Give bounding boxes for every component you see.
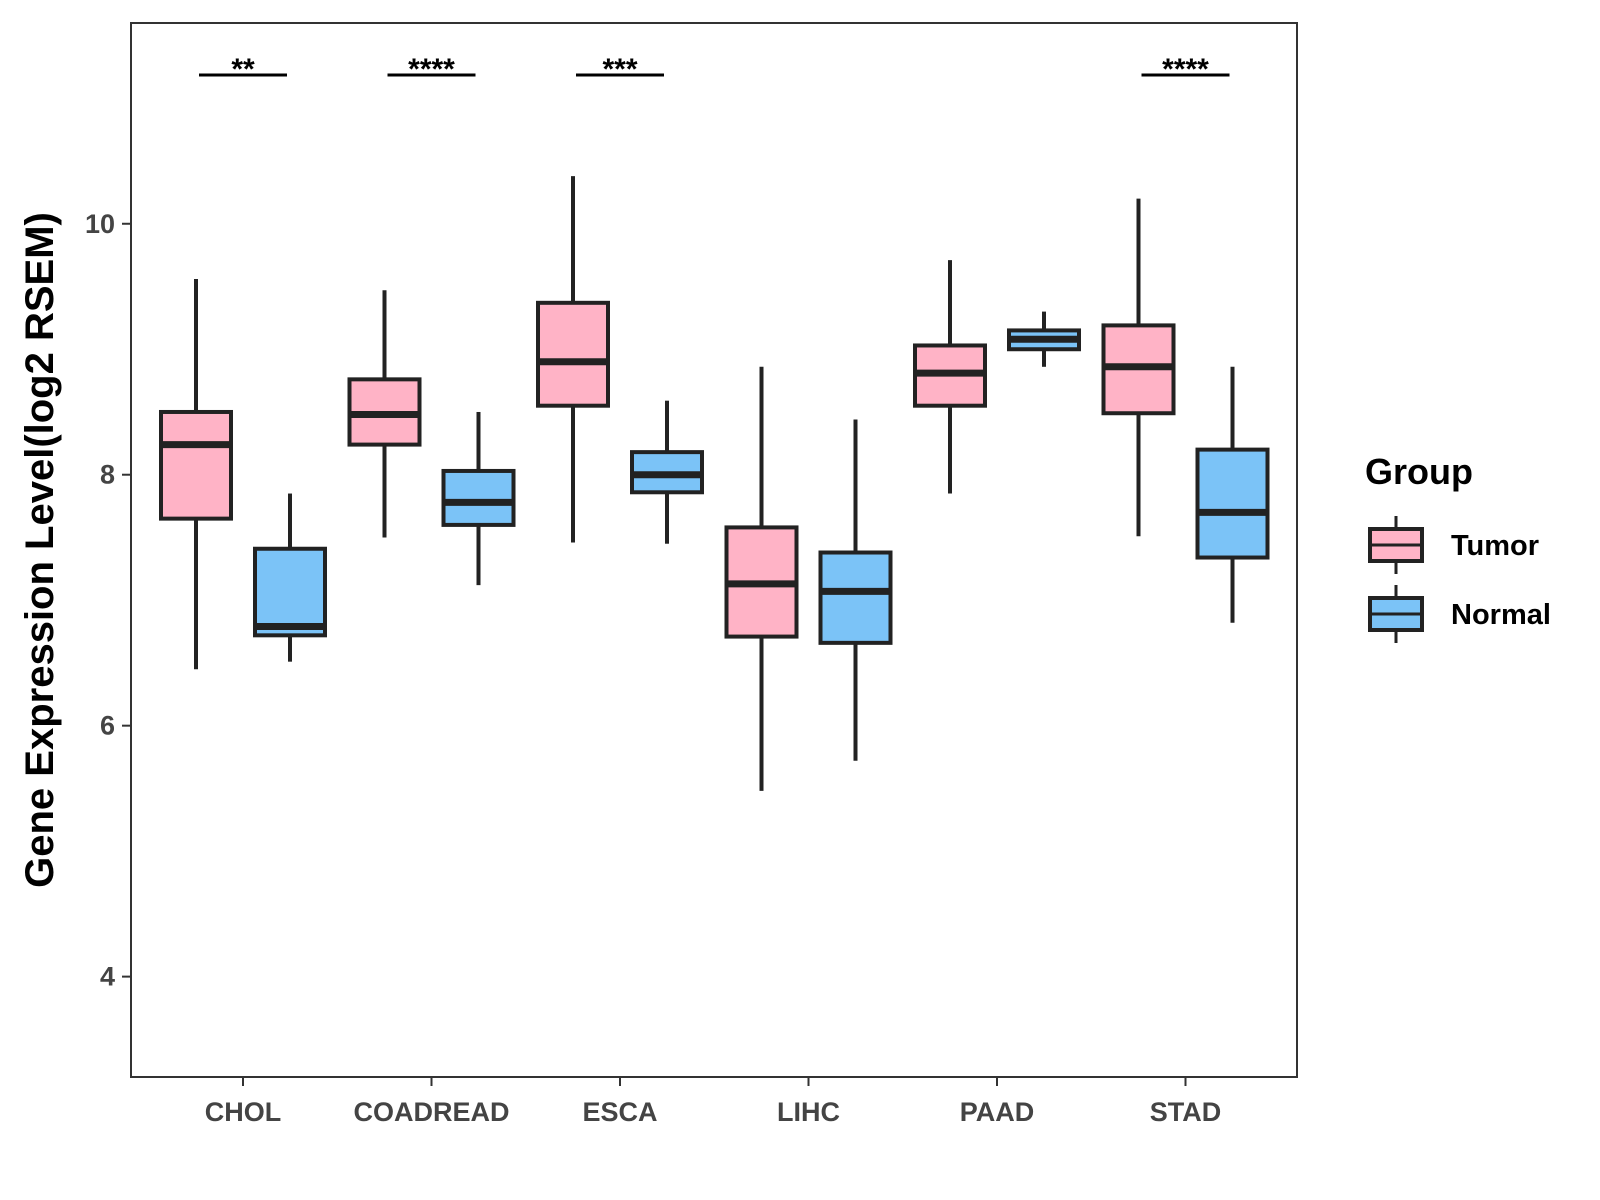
y-tick-label: 10 <box>85 209 115 239</box>
x-tick-label: PAAD <box>960 1097 1035 1127</box>
x-tick-label: LIHC <box>777 1097 840 1127</box>
y-tick-label: 8 <box>100 460 115 490</box>
significance-label: **** <box>1162 53 1209 86</box>
x-tick-label: ESCA <box>582 1097 657 1127</box>
plot-panel <box>130 22 1298 1078</box>
significance-label: *** <box>602 53 637 86</box>
box-normal <box>1195 447 1270 560</box>
y-axis-title: Gene Expression Level(log2 RSEM) <box>18 212 62 888</box>
legend-title: Group <box>1365 451 1473 492</box>
box-tumor <box>536 300 610 408</box>
y-tick-label: 6 <box>100 711 115 741</box>
legend-label-normal: Normal <box>1451 599 1551 631</box>
box-normal <box>253 546 327 638</box>
x-tick-label: STAD <box>1150 1097 1222 1127</box>
box-normal <box>441 468 516 527</box>
box-normal <box>818 550 893 645</box>
box-tumor <box>159 409 233 521</box>
x-tick-label: COADREAD <box>353 1097 509 1127</box>
y-tick-label: 4 <box>100 962 115 992</box>
legend-label-tumor: Tumor <box>1451 530 1539 562</box>
x-tick-label: CHOL <box>205 1097 282 1127</box>
significance-label: ** <box>231 53 255 86</box>
significance-label: **** <box>408 53 455 86</box>
